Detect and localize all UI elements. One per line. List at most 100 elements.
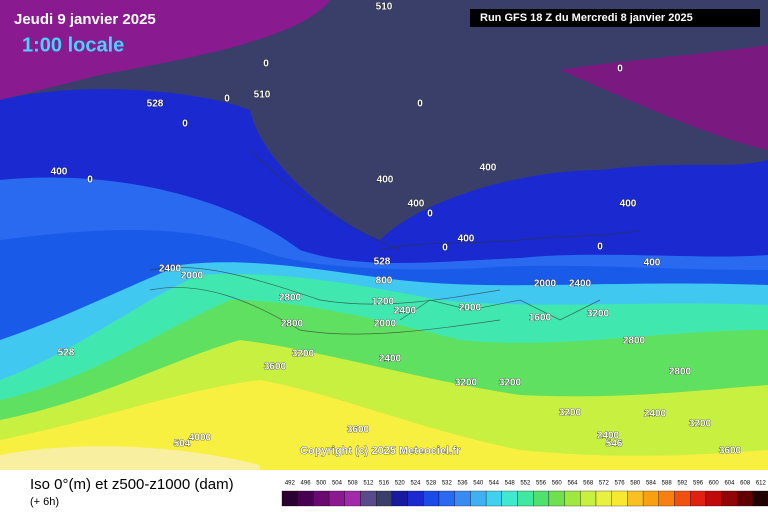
run-box	[470, 9, 760, 27]
contour-label: 4000	[189, 433, 212, 444]
colorbar-cell	[517, 490, 534, 507]
colorbar-label: 520	[395, 481, 406, 487]
contour-label: 0	[417, 99, 423, 110]
colorbar-label: 600	[709, 481, 720, 487]
colorbar-cell	[690, 490, 707, 507]
time: 1:00 locale	[22, 34, 124, 56]
colorbar-cell	[328, 490, 345, 507]
colorbar-label: 556	[536, 481, 547, 487]
colorbar-cell	[737, 490, 754, 507]
contour-label: 400	[480, 163, 497, 174]
colorbar-label: 584	[646, 481, 657, 487]
contour-label: 0	[427, 209, 433, 220]
contour-label: 504	[174, 439, 191, 450]
colorbar-label: 580	[630, 481, 641, 487]
colorbar-cell	[376, 490, 393, 507]
colorbar-cell	[470, 490, 487, 507]
colorbar-label: 496	[301, 481, 312, 487]
contour-label: 400	[408, 199, 425, 210]
colorbar-label: 532	[442, 481, 453, 487]
colorbar-cell	[454, 490, 471, 507]
contour-label: 0	[263, 59, 269, 70]
colorbar-cell	[580, 490, 597, 507]
colorbar: 492 496 500 504 508 512 516 520 524 528 532 536 540 5…	[281, 481, 768, 507]
colorbar-cell	[281, 490, 298, 507]
contour-label: 400	[51, 167, 68, 178]
contour-label: 3200	[499, 378, 522, 389]
contour-label: 3200	[292, 349, 315, 360]
contour-label: 800	[376, 276, 393, 287]
copyright: Copyright (c) 2025 Meteociel.fr	[300, 445, 461, 457]
colorbar-label: 564	[567, 481, 578, 487]
colorbar-label: 524	[410, 481, 421, 487]
map	[0, 0, 768, 470]
colorbar-label: 604	[724, 481, 735, 487]
colorbar-cell	[360, 490, 377, 507]
contour-label: 3600	[264, 362, 287, 373]
contour-label: 400	[458, 234, 475, 245]
colorbar-label: 572	[599, 481, 610, 487]
colorbar-label: 612	[756, 481, 767, 487]
contour-label: 3200	[559, 408, 582, 419]
contour-label: 528	[374, 257, 391, 268]
contour-label: 3200	[587, 309, 610, 320]
colorbar-cell	[423, 490, 440, 507]
contour-label: 1200	[372, 297, 395, 308]
contour-label: 400	[620, 199, 637, 210]
colorbar-label: 608	[740, 481, 751, 487]
colorbar-label: 492	[285, 481, 296, 487]
contour-label: 0	[182, 119, 188, 130]
colorbar-cell	[485, 490, 502, 507]
colorbar-cell	[391, 490, 408, 507]
contour-label: 2400	[159, 264, 182, 275]
contour-label: 2000	[181, 271, 204, 282]
contour-label: 2000	[459, 303, 482, 314]
contour-label: 528	[58, 348, 75, 359]
contour-label: 510	[254, 90, 271, 101]
colorbar-label: 528	[426, 481, 437, 487]
colorbar-cell	[674, 490, 691, 507]
contour-label: 2400	[644, 409, 667, 420]
legend-subtitle: (+ 6h)	[30, 496, 59, 508]
contour-label: 2800	[281, 319, 304, 330]
contour-label: 400	[377, 175, 394, 186]
colorbar-label: 512	[363, 481, 374, 487]
colorbar-label: 560	[552, 481, 563, 487]
colorbar-cell	[627, 490, 644, 507]
contour-label: 2000	[374, 319, 397, 330]
contour-label: 2400	[394, 306, 417, 317]
colorbar-cell	[752, 490, 768, 507]
colorbar-cell	[407, 490, 424, 507]
colorbar-cell	[548, 490, 565, 507]
colorbar-label: 500	[316, 481, 327, 487]
colorbar-label: 592	[677, 481, 688, 487]
contour-label: 3600	[719, 446, 742, 457]
contour-label: 1600	[529, 313, 552, 324]
contour-label: 2800	[279, 293, 302, 304]
colorbar-cell	[611, 490, 628, 507]
contour-label: 546	[606, 439, 623, 450]
contour-label: 3200	[455, 378, 478, 389]
colorbar-label: 508	[348, 481, 359, 487]
colorbar-label: 552	[520, 481, 531, 487]
contour-label: 400	[644, 258, 661, 269]
colorbar-cell	[297, 490, 314, 507]
contour-label: 0	[224, 94, 230, 105]
colorbar-label: 588	[662, 481, 673, 487]
colorbar-label: 536	[458, 481, 469, 487]
contour-label: 2400	[379, 354, 402, 365]
colorbar-label: 568	[583, 481, 594, 487]
colorbar-cell	[721, 490, 738, 507]
colorbar-cell	[564, 490, 581, 507]
contour-label: 0	[617, 64, 623, 75]
run-info: Run GFS 18 Z du Mercredi 8 janvier 2025	[480, 12, 693, 24]
contour-label: 528	[147, 99, 164, 110]
contour-label: 2400	[597, 431, 620, 442]
colorbar-cell	[501, 490, 518, 507]
colorbar-label: 548	[505, 481, 516, 487]
contour-label: 2800	[669, 367, 692, 378]
colorbar-label: 504	[332, 481, 343, 487]
colorbar-label: 540	[473, 481, 484, 487]
